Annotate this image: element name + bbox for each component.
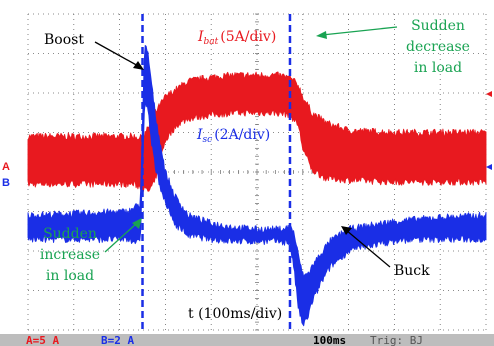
buck-annotation: Buck — [394, 263, 430, 279]
cursors — [141, 14, 292, 330]
boost-arrowhead — [133, 61, 144, 70]
battery-current-label: Ibat (5A/div) — [197, 29, 276, 47]
channel-b-marker: B — [2, 177, 10, 189]
sudden-increase-line-2: increase — [40, 247, 100, 263]
sudden-decrease-line-2: decrease — [406, 39, 470, 55]
sudden-decrease-arrow-line — [321, 26, 398, 36]
sudden-increase-arrow-line — [104, 222, 138, 253]
sudden-decrease-line-1: Sudden — [411, 18, 465, 34]
status-channel-a-scale: A=5 A — [26, 334, 59, 346]
sudden-increase-line-1: Sudden — [43, 226, 97, 242]
channel-a-marker: A — [2, 161, 10, 173]
boost-annotation: Boost — [44, 32, 84, 48]
sudden-decrease-arrowhead — [316, 31, 327, 39]
boost-arrow-line — [94, 41, 141, 68]
sudden-decrease-annotation: Sudden decrease in load — [406, 18, 470, 76]
supercap-current-label: Isc (2A/div) — [196, 127, 270, 145]
channel-b-right-marker — [486, 164, 492, 170]
status-channel-b-scale: B=2 A — [101, 334, 134, 346]
sudden-increase-arrowhead — [132, 218, 142, 229]
status-timebase: 100ms — [313, 334, 346, 346]
scope-traces — [27, 44, 487, 327]
time-scale-label: t (100ms/div) — [188, 306, 282, 322]
channel-a-right-marker — [486, 91, 492, 97]
supercap-current-trace — [27, 44, 487, 327]
sudden-increase-line-3: in load — [46, 268, 94, 284]
sudden-decrease-line-3: in load — [414, 60, 462, 76]
status-trigger: Trig: BJ — [370, 334, 423, 346]
status-bar — [0, 334, 494, 346]
buck-arrow-line — [345, 229, 391, 268]
sudden-increase-annotation: Sudden increase in load — [40, 226, 100, 284]
buck-arrowhead — [341, 226, 352, 235]
